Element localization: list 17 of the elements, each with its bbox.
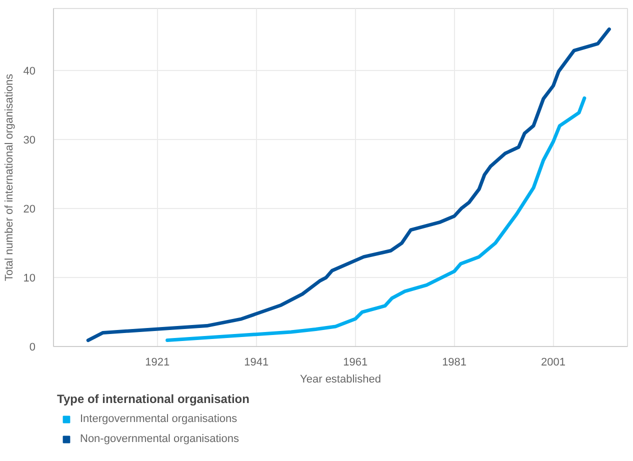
y-tick-label: 30	[23, 134, 36, 147]
legend-label: Intergovernmental organisations	[80, 412, 238, 427]
x-tick-label: 1961	[343, 356, 368, 368]
y-tick-label: 10	[23, 272, 36, 285]
x-tick-label: 1941	[244, 356, 269, 368]
line-series	[166, 96, 586, 342]
legend-title: Type of international organisation	[57, 392, 250, 406]
x-tick-label: 2001	[541, 356, 566, 368]
legend-label: Non-governmental organisations	[80, 432, 239, 447]
x-axis-title: Year established	[300, 374, 381, 386]
y-tick-label: 0	[29, 342, 36, 354]
x-tick-label: 1921	[145, 356, 170, 368]
y-tick-label: 20	[23, 204, 36, 216]
y-axis-title: Total number of international organisations	[3, 73, 16, 282]
line-series	[86, 27, 611, 342]
x-tick-label: 1981	[442, 356, 467, 368]
y-tick-label: 40	[23, 66, 36, 78]
